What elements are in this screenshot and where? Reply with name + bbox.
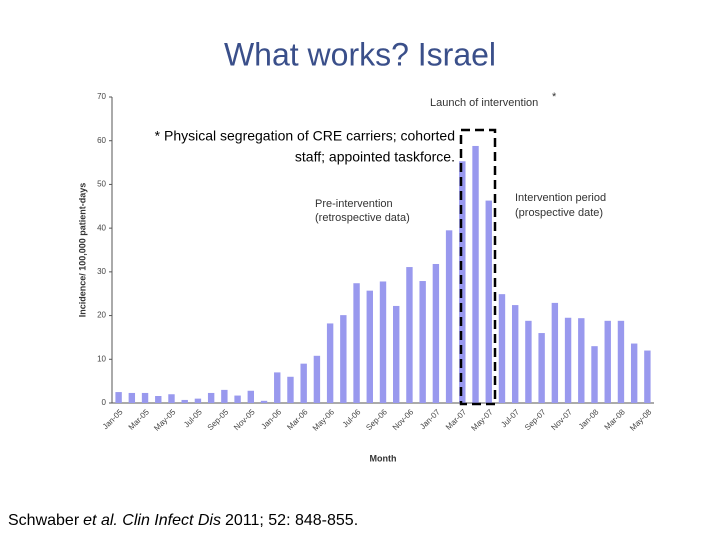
bar: [366, 290, 373, 403]
bar: [234, 395, 241, 403]
x-tick-label: Sep-06: [364, 407, 389, 432]
citation-part: Schwaber: [8, 512, 80, 529]
bar: [115, 392, 122, 403]
annotation: Launch of intervention: [430, 97, 538, 109]
footnote: * Physical segregation of CRE carriers; …: [155, 128, 455, 144]
bar: [207, 392, 215, 403]
bar: [141, 392, 149, 403]
bar: [419, 281, 426, 403]
bar: [221, 389, 228, 403]
x-tick-label: May-06: [311, 407, 337, 433]
bar: [247, 390, 255, 403]
bar: [194, 398, 202, 403]
annotation: Intervention period: [515, 192, 606, 204]
y-tick-label: 70: [97, 92, 106, 101]
bar: [393, 305, 400, 403]
bar: [168, 394, 175, 403]
citation: Schwaber et al. Clin Infect Dis 2011; 52: …: [8, 512, 358, 529]
bar: [644, 350, 651, 403]
bar: [128, 392, 136, 403]
x-tick-label: Sep-05: [206, 407, 231, 432]
x-axis-label: Month: [370, 453, 397, 463]
bar: [578, 318, 585, 403]
bar: [591, 346, 598, 403]
bar: [181, 399, 188, 403]
bar: [538, 333, 545, 403]
y-tick-label: 60: [97, 136, 106, 145]
bar: [445, 230, 453, 403]
bar: [406, 267, 413, 403]
bar: [432, 263, 440, 403]
y-tick-label: 30: [97, 267, 106, 276]
bar: [300, 363, 307, 403]
x-tick-label: Mar-08: [603, 407, 628, 432]
citation-part: 2011; 52: 848-855.: [225, 512, 358, 529]
bar: [260, 400, 268, 403]
bar: [379, 281, 387, 403]
x-tick-label: Mar-07: [444, 407, 469, 432]
x-tick-label: Nov-06: [391, 407, 416, 432]
intervention-box: [459, 128, 497, 406]
x-tick-label: Mar-05: [127, 407, 152, 432]
bar: [326, 323, 334, 403]
x-tick-label: Jan-06: [259, 407, 283, 431]
y-tick-label: 40: [97, 223, 106, 232]
slide-title: What works? Israel: [224, 36, 496, 72]
x-tick-label: Sep-07: [523, 407, 548, 432]
x-tick-label: Jan-05: [101, 407, 125, 431]
annotation: Pre-intervention: [315, 198, 393, 210]
x-tick-label: Jul-05: [182, 407, 204, 429]
x-tick-label: May-05: [152, 407, 178, 433]
footnote: staff; appointed taskforce.: [295, 149, 455, 165]
x-tick-label: Jan-08: [577, 407, 601, 431]
x-tick-label: Nov-05: [232, 407, 257, 432]
x-tick-label: Mar-06: [285, 407, 310, 432]
annotation: (retrospective data): [315, 212, 410, 224]
bar: [604, 320, 611, 403]
x-tick-label: May-07: [469, 407, 495, 433]
bar: [485, 200, 492, 403]
bar: [472, 145, 479, 403]
x-tick-label: Jan-07: [418, 407, 442, 431]
y-axis-label: Incidence/ 100,000 patient-days: [77, 183, 87, 318]
bar: [564, 317, 572, 403]
annotation: (prospective date): [515, 207, 603, 219]
y-tick-label: 0: [102, 398, 107, 407]
bar: [274, 372, 281, 403]
bar: [630, 343, 638, 403]
bar: [525, 320, 532, 403]
x-tick-label: Jul-06: [341, 407, 363, 429]
bar: [313, 355, 321, 403]
bar: [287, 376, 294, 403]
bar: [459, 161, 466, 403]
bar: [551, 302, 559, 403]
x-tick-label: Nov-07: [549, 407, 574, 432]
bar: [511, 305, 519, 403]
bar: [155, 396, 162, 403]
x-tick-label: Jul-07: [499, 407, 521, 429]
citation-part: et al. Clin Infect Dis: [83, 512, 221, 529]
annotation: *: [552, 91, 557, 103]
y-tick-label: 10: [97, 354, 106, 363]
bar: [617, 320, 625, 403]
bar: [340, 315, 347, 403]
y-tick-label: 50: [97, 180, 106, 189]
y-tick-label: 20: [97, 311, 106, 320]
x-tick-label: May-08: [628, 407, 654, 433]
bar: [498, 294, 506, 403]
bar: [353, 283, 360, 403]
